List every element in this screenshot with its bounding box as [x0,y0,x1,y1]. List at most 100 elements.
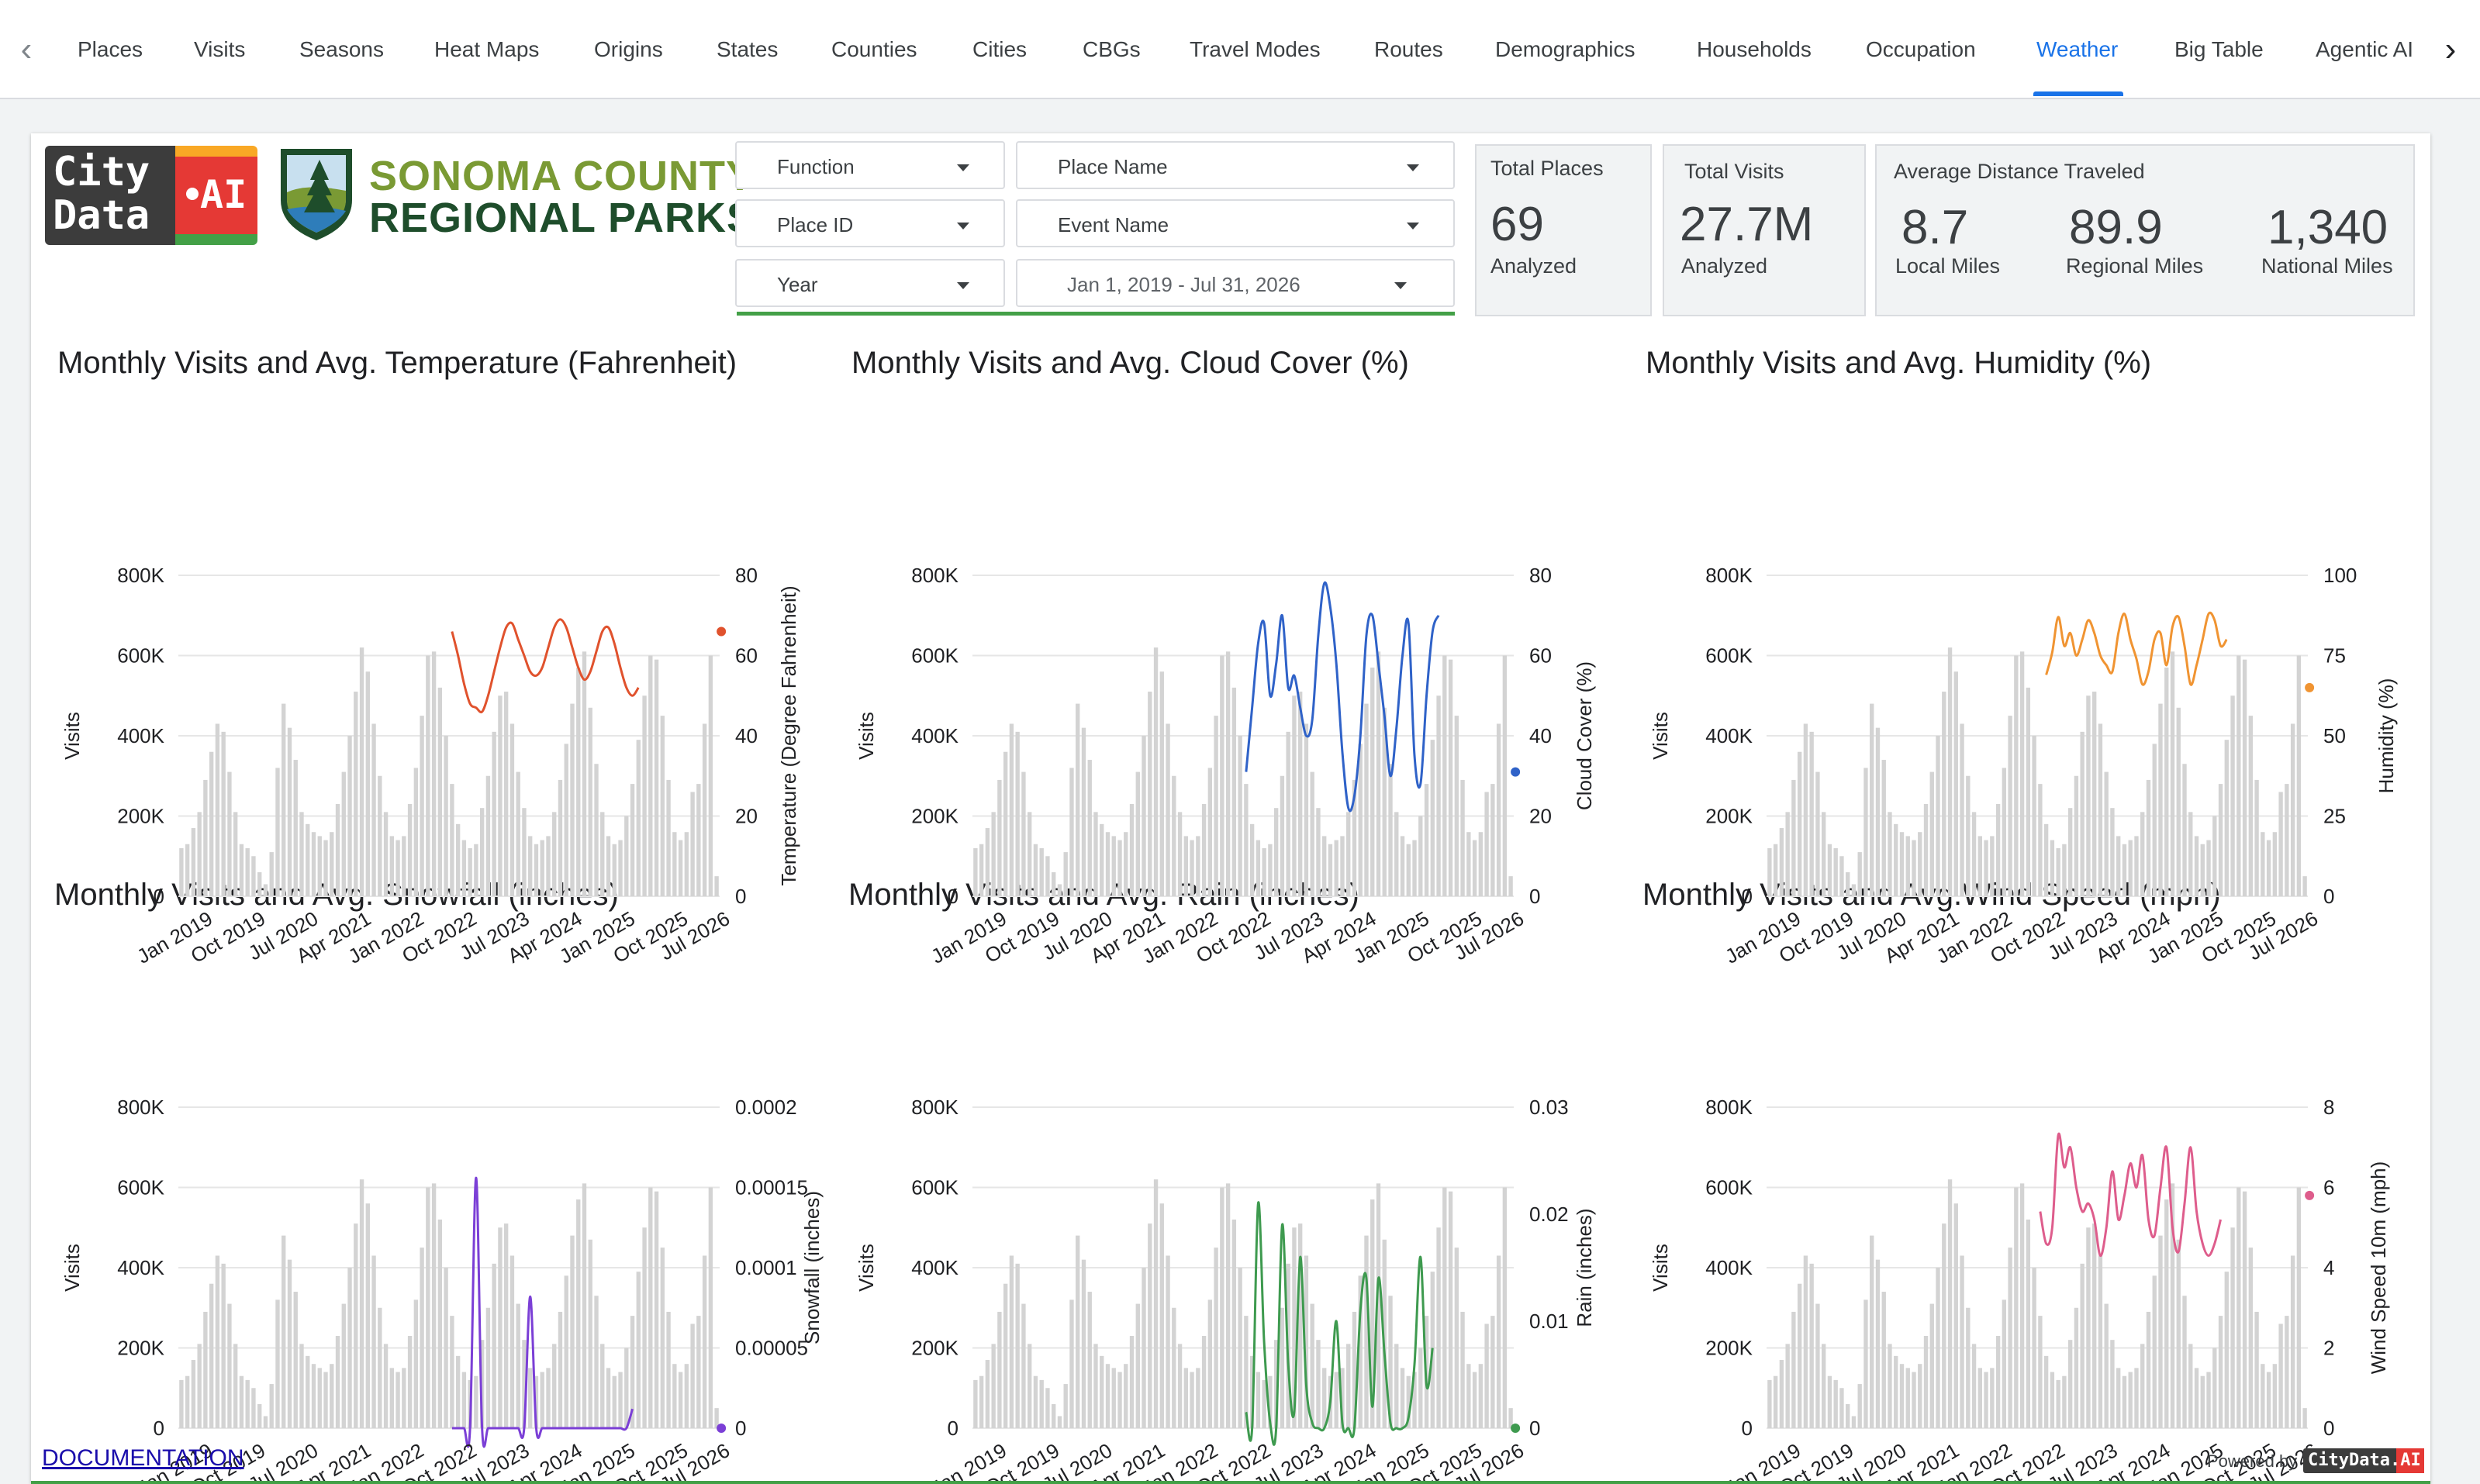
visit-bar [1508,1408,1513,1428]
place-id-filter[interactable]: Place ID [735,199,1005,247]
tab-weather[interactable]: Weather [2036,37,2119,61]
visit-bar [263,1416,268,1428]
tab-routes[interactable]: Routes [1374,37,1443,61]
visit-bar [1851,884,1857,896]
visit-bar [1009,1255,1014,1428]
tab-cities[interactable]: Cities [972,37,1028,61]
visit-bar [1977,1368,1982,1428]
tab-seasons[interactable]: Seasons [299,37,384,61]
tab-demographics[interactable]: Demographics [1495,37,1635,61]
tab-households[interactable]: Households [1697,37,1812,61]
visit-bar [1472,840,1477,896]
tab-occupation[interactable]: Occupation [1866,37,1976,61]
dropdown-caret-icon [957,282,969,289]
visit-bar [221,731,226,896]
visit-bar [702,1255,707,1428]
visit-bar [1244,1316,1249,1428]
visit-bar [690,1324,695,1428]
visit-bar [1298,1223,1303,1428]
visit-bar [2056,1379,2060,1428]
visit-bar [293,1292,298,1428]
visit-bar [1966,1307,1971,1428]
tab-heat-maps[interactable]: Heat Maps [434,37,540,61]
visit-bar [1063,1384,1068,1428]
y-tick-label: 600K [1705,1176,1753,1199]
function-filter[interactable]: Function [735,141,1005,189]
visit-bar [1346,812,1351,896]
visit-bar [402,836,406,896]
temperature-chart-title: Monthly Visits and Avg. Temperature (Fah… [57,346,737,380]
tab-cbgs[interactable]: CBGs [1083,37,1141,61]
visit-bar [1292,1227,1297,1428]
national-miles-label: National Miles [2261,254,2393,278]
visit-bar [431,651,437,896]
total-visits-sub: Analyzed [1681,254,1768,278]
visit-bar [185,1375,190,1428]
visit-bar [197,1344,202,1428]
visit-bar [1484,792,1489,896]
visit-bar [2242,1191,2247,1428]
visit-bar [2200,1375,2205,1428]
visit-bar [2236,655,2241,896]
tab-counties[interactable]: Counties [831,37,917,61]
visit-bar [1124,1364,1128,1428]
year-filter[interactable]: Year [735,259,1005,307]
visit-bar [2218,784,2223,896]
place-name-filter[interactable]: Place Name [1016,141,1455,189]
visit-bar [239,844,244,896]
y-tick-label: 200K [117,805,164,828]
date-range-filter[interactable]: Jan 1, 2019 - Jul 31, 2026 [1016,259,1455,307]
tab-origins[interactable]: Origins [594,37,663,61]
visit-bar [1057,1416,1062,1428]
visit-bar [504,692,509,896]
chevron-left-icon[interactable]: ‹ [20,30,33,68]
y-tick-label: 400K [911,724,958,747]
tab-visits[interactable]: Visits [194,37,246,61]
visit-bar [1214,716,1218,896]
tab-places[interactable]: Places [78,37,143,61]
visit-bar [1105,832,1110,896]
visit-bar [1328,844,1333,896]
visit-bar [2176,707,2181,896]
visit-bar [1960,723,1964,896]
visit-bar [1268,844,1273,896]
event-name-filter[interactable]: Event Name [1016,199,1455,247]
visit-bar [516,1303,520,1428]
visit-bar [997,1311,1002,1428]
visit-bar [648,655,653,896]
tab-states[interactable]: States [717,37,779,61]
visit-bar [1249,823,1255,896]
chevron-right-icon[interactable]: › [2444,30,2457,68]
visit-bar [1207,1299,1213,1428]
visit-bar [1304,723,1309,896]
dropdown-caret-icon [1394,282,1407,289]
visit-bar [1502,1187,1508,1428]
documentation-link[interactable]: DOCUMENTATION [42,1445,244,1471]
visit-bar [407,803,413,896]
year-filter-label: Year [777,273,818,296]
park-shield-icon [281,149,352,240]
visit-bar [1936,736,1940,896]
y-axis-label: Visits [855,1244,878,1292]
visit-bar [2242,659,2247,896]
visit-bar [594,764,599,896]
tab-big-table[interactable]: Big Table [2174,37,2264,61]
visit-bar [395,1372,400,1428]
visit-bar [227,1303,232,1428]
tab-agentic-ai[interactable]: Agentic AI [2316,37,2414,61]
total-visits-value: 27.7M [1680,198,1814,251]
visit-bar [1870,1235,1874,1428]
visit-bar [1052,871,1056,896]
visit-bar [1918,1364,1922,1428]
logo-text-ai: AI [200,172,247,217]
visit-bar [227,771,232,896]
sonoma-parks-logo: SONOMA COUNTY REGIONAL PARKS [276,146,757,245]
visit-bar [702,723,707,896]
tab-travel-modes[interactable]: Travel Modes [1190,37,1321,61]
visit-bar [1953,1203,1958,1428]
visit-bar [389,1368,394,1428]
park-logo-line2: REGIONAL PARKS [369,195,756,241]
y-tick-label: 600K [1705,644,1753,668]
y-tick-label: 200K [117,1337,164,1360]
visit-bar [564,1275,568,1428]
